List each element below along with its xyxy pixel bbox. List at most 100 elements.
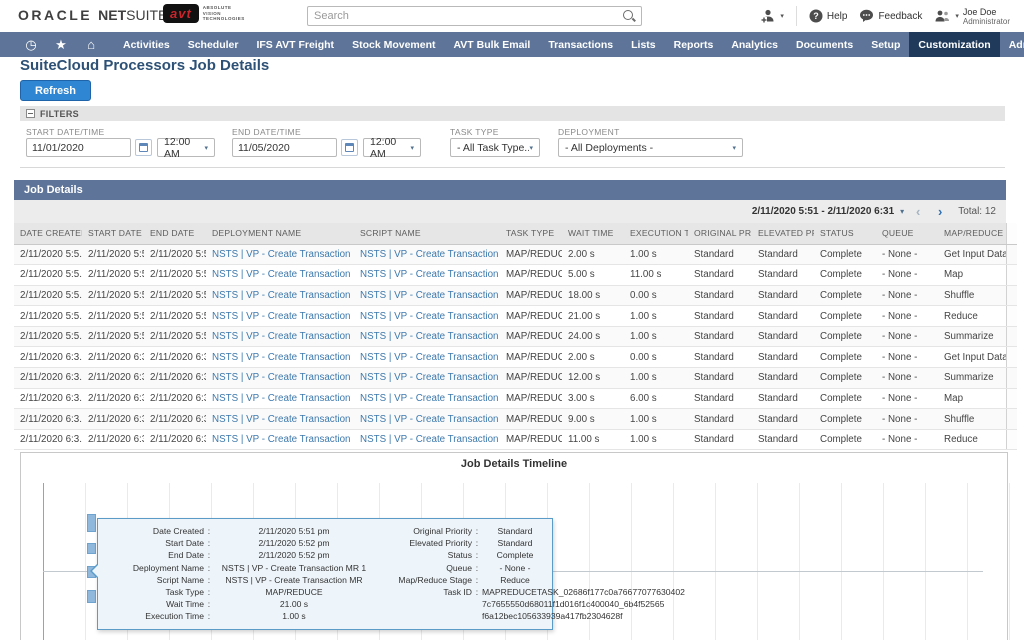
timeline-tooltip: Date Created:2/11/2020 5:51 pm Original P…: [90, 518, 685, 630]
start-date-calendar-icon[interactable]: [135, 139, 152, 156]
deployment-link[interactable]: NSTS | VP - Create Transaction MR 1: [212, 310, 354, 322]
column-header-status[interactable]: STATUS: [814, 223, 876, 245]
timeline-gridline: [841, 483, 842, 640]
nav-item-stock-movement[interactable]: Stock Movement: [352, 38, 436, 51]
column-header-task-type[interactable]: TASK TYPE: [500, 223, 562, 245]
script-link[interactable]: NSTS | VP - Create Transaction MR: [360, 434, 500, 446]
deployment-link[interactable]: NSTS | VP - Create Transaction MR 1: [212, 434, 354, 446]
search-icon[interactable]: [622, 9, 636, 23]
column-header-original-pri-[interactable]: ORIGINAL PRI...: [688, 223, 752, 245]
script-link[interactable]: NSTS | VP - Create Transaction MR: [360, 351, 500, 363]
nav-item-administration-controls[interactable]: Administration & Controls: [1008, 38, 1024, 51]
home-icon[interactable]: ⌂: [87, 37, 95, 52]
table-row[interactable]: 2/11/2020 5:5...2/11/2020 5:5...2/11/202…: [14, 305, 1017, 327]
table-row[interactable]: 2/11/2020 6:3...2/11/2020 6:3...2/11/202…: [14, 429, 1017, 451]
deployment-link[interactable]: NSTS | VP - Create Transaction MR 1: [212, 351, 354, 363]
script-link[interactable]: NSTS | VP - Create Transaction MR: [360, 331, 500, 343]
script-link[interactable]: NSTS | VP - Create Transaction MR: [360, 392, 500, 404]
end-date-calendar-icon[interactable]: [341, 139, 358, 156]
deployment-link[interactable]: NSTS | VP - Create Transaction MR 1: [212, 248, 354, 260]
help-icon: ?: [809, 9, 823, 23]
column-header-queue[interactable]: QUEUE: [876, 223, 938, 245]
column-header-map-reduce-s-[interactable]: MAP/REDUCE S...: [938, 223, 1006, 245]
script-link[interactable]: NSTS | VP - Create Transaction MR: [360, 289, 500, 301]
start-date-input[interactable]: [26, 138, 131, 157]
nav-item-setup[interactable]: Setup: [871, 38, 901, 51]
pagination-range-dropdown-icon[interactable]: ▾: [900, 207, 905, 216]
help-button[interactable]: ? Help: [809, 9, 847, 23]
end-time-select[interactable]: 12:00 AM ▾: [363, 136, 421, 160]
nav-item-lists[interactable]: Lists: [631, 38, 656, 51]
pagination-range[interactable]: 2/11/2020 5:51 - 2/11/2020 6:31: [751, 206, 895, 217]
scrollbar-track[interactable]: [1005, 285, 1017, 307]
global-search[interactable]: [307, 6, 642, 26]
deployment-link[interactable]: NSTS | VP - Create Transaction MR 1: [212, 372, 354, 384]
timeline-bar[interactable]: [87, 514, 96, 532]
scrollbar-track[interactable]: [1005, 244, 1017, 266]
scrollbar-track[interactable]: [1005, 305, 1017, 327]
end-date-input[interactable]: [232, 138, 337, 157]
filters-section-header[interactable]: FILTERS: [20, 106, 1005, 121]
scrollbar-track[interactable]: [1005, 326, 1017, 348]
script-link[interactable]: NSTS | VP - Create Transaction MR: [360, 248, 500, 260]
scrollbar-track[interactable]: [1005, 388, 1017, 410]
start-time-select[interactable]: 12:00 AM ▾: [157, 136, 215, 160]
table-row[interactable]: 2/11/2020 6:3...2/11/2020 6:3...2/11/202…: [14, 408, 1017, 430]
deployment-link[interactable]: NSTS | VP - Create Transaction MR 1: [212, 331, 354, 343]
scrollbar-track[interactable]: [1005, 346, 1017, 369]
column-header-end-date[interactable]: END DATE: [144, 223, 206, 245]
nav-item-transactions[interactable]: Transactions: [548, 38, 614, 51]
timeline-bar[interactable]: [87, 590, 96, 603]
nav-item-analytics[interactable]: Analytics: [731, 38, 778, 51]
column-header-deployment-name[interactable]: DEPLOYMENT NAME: [206, 223, 354, 245]
recent-records-icon[interactable]: ◷: [25, 36, 37, 52]
nav-item-documents[interactable]: Documents: [796, 38, 854, 51]
column-header-start-date[interactable]: START DATE: [82, 223, 144, 245]
feedback-button[interactable]: Feedback: [859, 9, 922, 23]
user-menu[interactable]: ▾ Joe Doe Administrator: [934, 7, 1010, 26]
refresh-button[interactable]: Refresh: [20, 80, 91, 101]
scrollbar-track[interactable]: [1005, 408, 1017, 430]
deployment-link[interactable]: NSTS | VP - Create Transaction MR 1: [212, 289, 354, 301]
script-link[interactable]: NSTS | VP - Create Transaction MR: [360, 269, 500, 281]
script-link[interactable]: NSTS | VP - Create Transaction MR: [360, 372, 500, 384]
create-new-menu[interactable]: ▾: [760, 8, 784, 24]
task-type-select[interactable]: - All Task Type... ▾: [450, 138, 540, 157]
table-row[interactable]: 2/11/2020 6:3...2/11/2020 6:3...2/11/202…: [14, 346, 1017, 369]
nav-item-ifs-avt-freight[interactable]: IFS AVT Freight: [256, 38, 335, 51]
deployment-select[interactable]: - All Deployments - ▾: [558, 138, 743, 157]
prev-page-button[interactable]: ‹: [916, 204, 921, 219]
deployment-link[interactable]: NSTS | VP - Create Transaction MR 1: [212, 269, 354, 281]
scrollbar-track[interactable]: [1005, 223, 1017, 245]
column-header-date-created-[interactable]: DATE CREATED...▲: [14, 223, 82, 245]
table-row[interactable]: 2/11/2020 5:5...2/11/2020 5:5...2/11/202…: [14, 264, 1017, 286]
scrollbar-track[interactable]: [1005, 264, 1017, 286]
nav-item-reports[interactable]: Reports: [673, 38, 714, 51]
table-row[interactable]: 2/11/2020 5:5...2/11/2020 5:5...2/11/202…: [14, 244, 1017, 266]
nav-item-customization[interactable]: Customization: [909, 32, 1000, 57]
table-row[interactable]: 2/11/2020 5:5...2/11/2020 5:5...2/11/202…: [14, 326, 1017, 348]
nav-item-avt-bulk-email[interactable]: AVT Bulk Email: [453, 38, 531, 51]
deployment-link[interactable]: NSTS | VP - Create Transaction MR 1: [212, 392, 354, 404]
table-row[interactable]: 2/11/2020 6:3...2/11/2020 6:3...2/11/202…: [14, 388, 1017, 410]
column-header-elevated-pri-[interactable]: ELEVATED PRI...: [752, 223, 814, 245]
script-link[interactable]: NSTS | VP - Create Transaction MR: [360, 310, 500, 322]
column-header-execution-ti-[interactable]: EXECUTION TI...: [624, 223, 688, 245]
table-row[interactable]: 2/11/2020 5:5...2/11/2020 5:5...2/11/202…: [14, 285, 1017, 307]
nav-item-activities[interactable]: Activities: [123, 38, 170, 51]
feedback-label: Feedback: [878, 10, 923, 22]
next-page-button[interactable]: ›: [938, 204, 943, 219]
scrollbar-track[interactable]: [1005, 429, 1017, 451]
deployment-link[interactable]: NSTS | VP - Create Transaction MR 1: [212, 413, 354, 425]
timeline-bar[interactable]: [87, 543, 96, 554]
column-header-wait-time[interactable]: WAIT TIME: [562, 223, 624, 245]
search-input[interactable]: [308, 10, 622, 22]
shortcuts-star-icon[interactable]: ★: [55, 36, 67, 52]
column-header-script-name[interactable]: SCRIPT NAME: [354, 223, 500, 245]
nav-item-scheduler[interactable]: Scheduler: [187, 38, 239, 51]
script-link[interactable]: NSTS | VP - Create Transaction MR: [360, 413, 500, 425]
collapse-filters-icon[interactable]: [26, 109, 35, 118]
scrollbar-track[interactable]: [1005, 367, 1017, 389]
table-row[interactable]: 2/11/2020 6:3...2/11/2020 6:3...2/11/202…: [14, 367, 1017, 389]
